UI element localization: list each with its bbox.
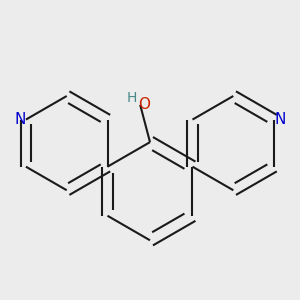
- Text: O: O: [138, 98, 150, 112]
- Text: H: H: [126, 91, 136, 105]
- Text: N: N: [274, 112, 286, 127]
- Text: N: N: [14, 112, 26, 127]
